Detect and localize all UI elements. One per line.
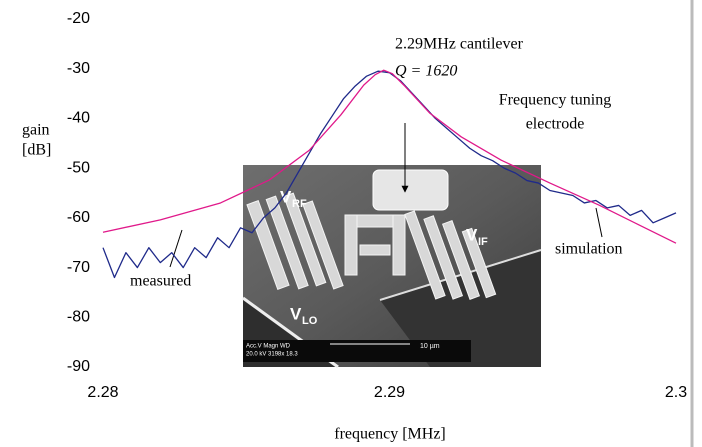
- x-axis-label: frequency [MHz]: [334, 426, 446, 443]
- y-tick-label: -60: [67, 209, 90, 226]
- inset-label-sub: IF: [478, 236, 488, 248]
- inset-label: V: [466, 225, 478, 244]
- y-tick-label: -20: [67, 10, 90, 27]
- y-tick-label: -80: [67, 309, 90, 326]
- series-label: measured: [130, 273, 191, 290]
- sem-edge: [379, 249, 542, 301]
- inset-info: 20.0 kV 3198x 18.3: [246, 352, 298, 358]
- sem-info-bar: [243, 340, 471, 362]
- line-simulation: [102, 69, 677, 244]
- y-axis-label: gain: [22, 122, 50, 139]
- annotation: electrode: [526, 116, 585, 133]
- inset-label-sub: LO: [302, 315, 318, 327]
- series-label: simulation: [555, 241, 623, 258]
- annotation: Q = 1620: [395, 63, 457, 80]
- y-axis-label: [dB]: [22, 142, 51, 159]
- inset-label-sub: RF: [292, 198, 307, 210]
- annotation: 2.29MHz cantilever: [395, 36, 524, 53]
- x-tick-label: 2.28: [87, 384, 118, 401]
- sem-substrate: [380, 250, 541, 367]
- pointer: [169, 229, 183, 268]
- y-tick-label: -70: [67, 259, 90, 276]
- x-tick-label: 2.29: [374, 384, 405, 401]
- x-tick-label: 2.3: [665, 384, 687, 401]
- sem-combs: [246, 192, 497, 300]
- inset-label: V: [280, 187, 292, 206]
- y-tick-label: -90: [67, 358, 90, 375]
- annotation: Frequency tuning: [499, 92, 611, 109]
- pointer: [595, 207, 603, 238]
- y-tick-label: -50: [67, 159, 90, 176]
- inset-info: Acc.V Magn WD: [246, 344, 291, 350]
- inset-scale-label: 10 µm: [420, 343, 440, 350]
- y-tick-label: -40: [67, 110, 90, 127]
- sem-electrode: [372, 169, 449, 211]
- inset-label: V: [290, 304, 302, 323]
- y-tick-label: -30: [67, 60, 90, 77]
